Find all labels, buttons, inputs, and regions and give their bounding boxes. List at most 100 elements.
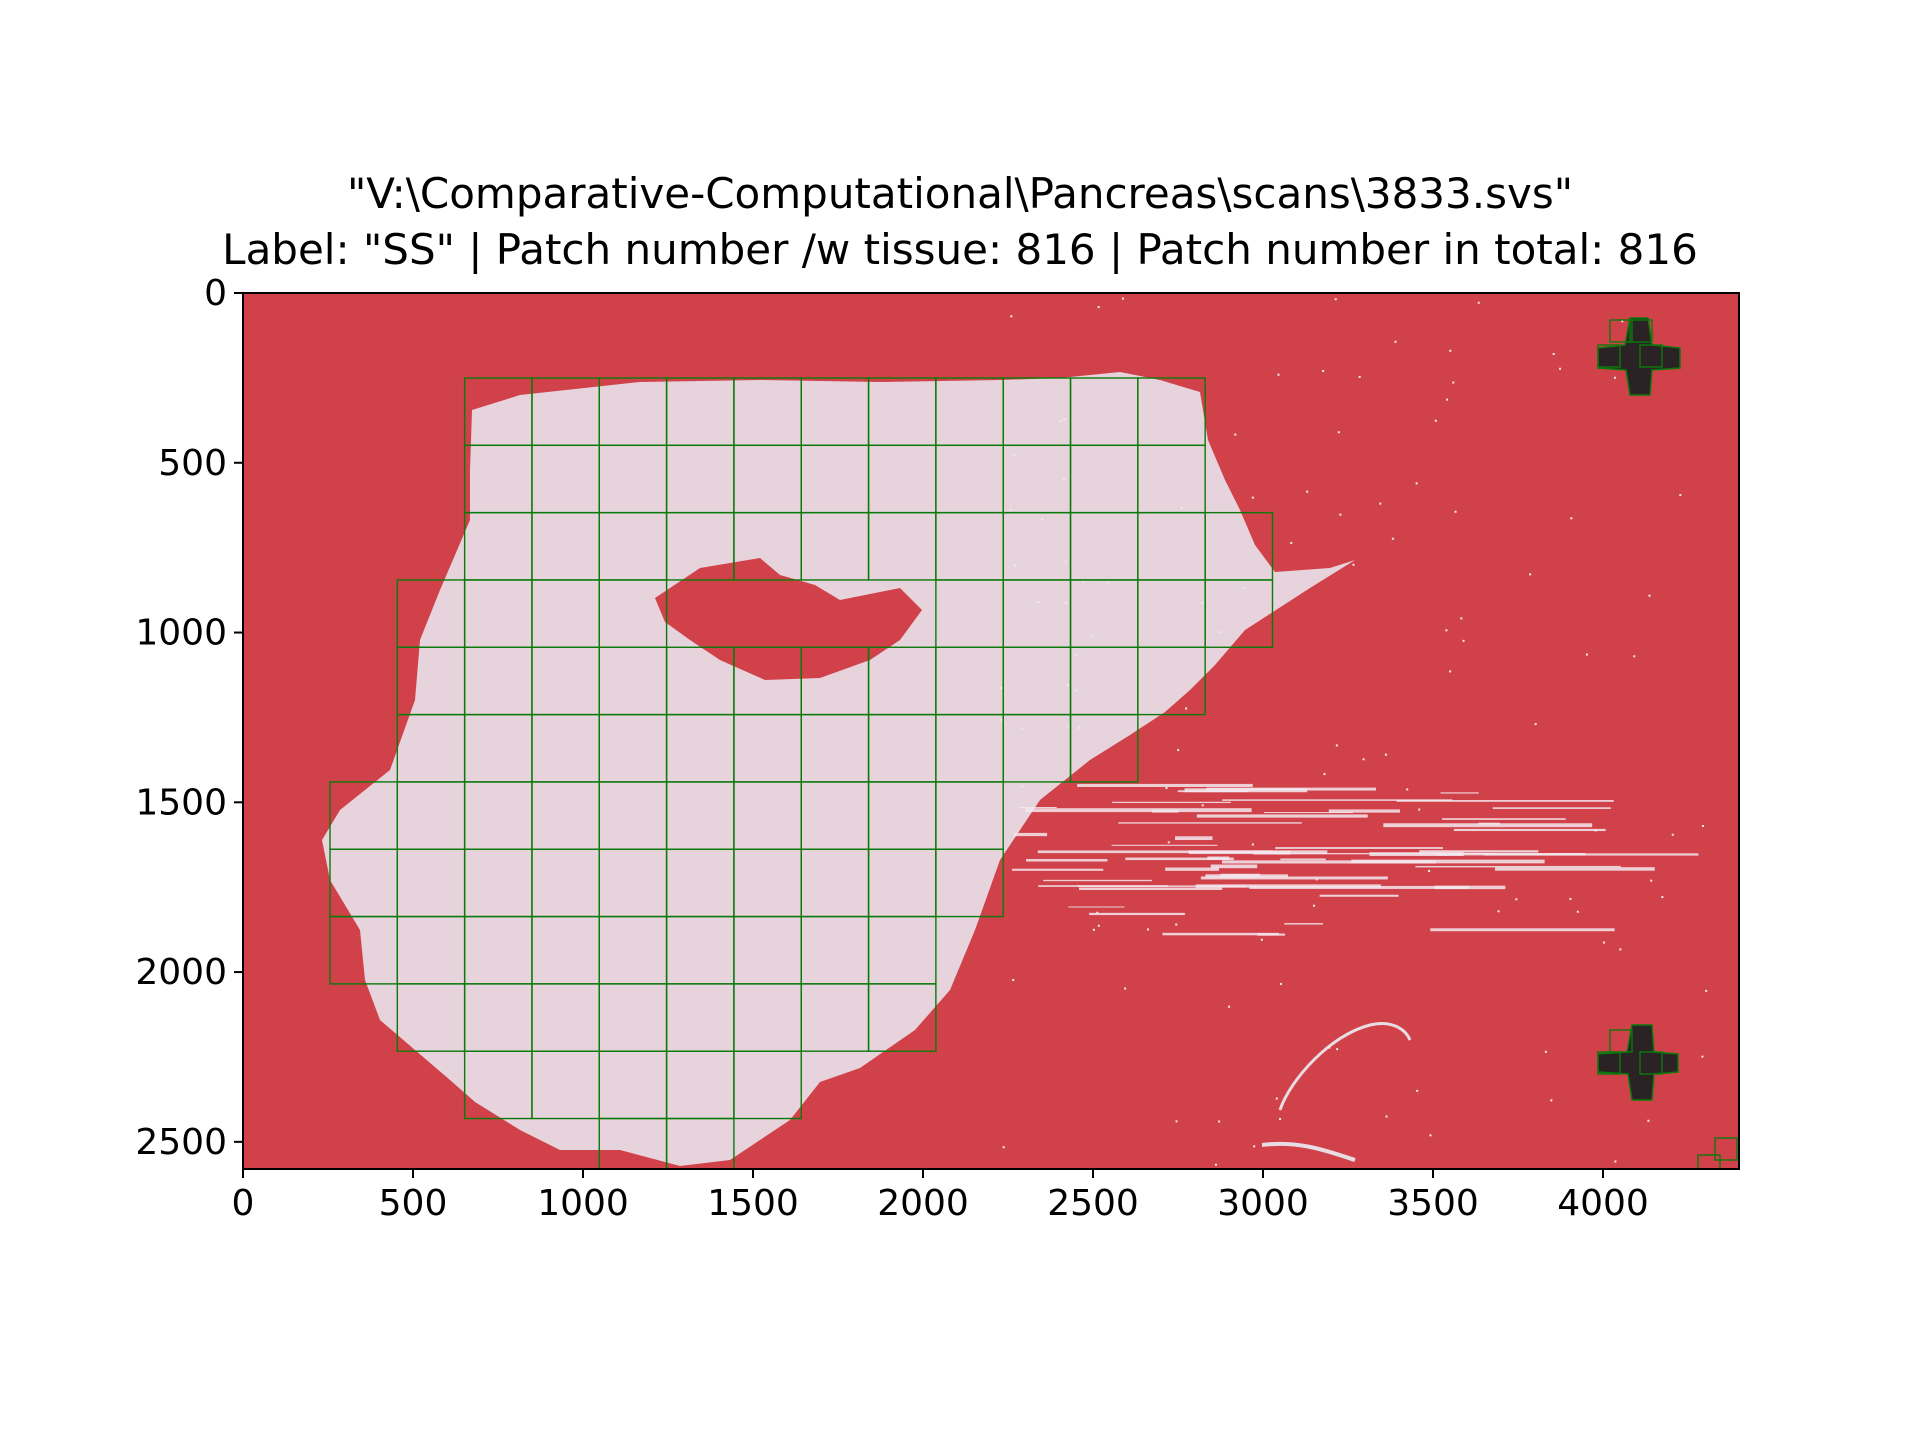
- speck: [1177, 749, 1180, 752]
- speck: [1477, 301, 1480, 304]
- speck: [1013, 453, 1016, 456]
- patch-cell: [1597, 344, 1621, 368]
- speck: [1000, 686, 1003, 689]
- speck: [1576, 910, 1579, 913]
- speck: [1650, 879, 1653, 882]
- speck: [1279, 1118, 1282, 1121]
- speck: [1391, 537, 1394, 540]
- speck: [1037, 601, 1040, 604]
- speck: [1406, 788, 1409, 791]
- slide-streaks: [1000, 297, 1708, 1166]
- speck: [1065, 601, 1068, 604]
- speck: [1702, 824, 1705, 827]
- streak: [1275, 847, 1443, 849]
- y-tick-label: 2500: [135, 1122, 227, 1163]
- speck: [1585, 653, 1588, 656]
- patch-cell: [1609, 319, 1633, 343]
- speck: [1497, 910, 1500, 913]
- streak: [1478, 822, 1500, 825]
- streak: [1483, 853, 1699, 856]
- speck: [1613, 376, 1616, 379]
- streak: [1078, 887, 1223, 890]
- fiber-strand-bottom: [1261, 1141, 1356, 1162]
- streak: [1077, 885, 1246, 887]
- x-tick-label: 1000: [537, 1183, 629, 1224]
- x-tick-label: 3500: [1387, 1183, 1479, 1224]
- streak: [1257, 933, 1285, 936]
- speck: [1603, 941, 1606, 944]
- speck: [1362, 758, 1365, 761]
- speck: [1445, 629, 1448, 632]
- fiber-strand: [1278, 1022, 1412, 1111]
- streak: [1383, 823, 1593, 828]
- speck: [1339, 513, 1342, 516]
- streak: [1111, 844, 1218, 846]
- speck: [1185, 707, 1188, 710]
- speck: [1090, 634, 1093, 637]
- speck: [1097, 924, 1100, 927]
- speck: [1064, 560, 1067, 563]
- speck: [1559, 367, 1562, 370]
- speck: [1701, 1055, 1704, 1058]
- speck: [1385, 1115, 1388, 1118]
- speck: [1454, 510, 1457, 513]
- speck: [1462, 639, 1465, 642]
- streak: [1200, 876, 1388, 880]
- y-tick-label: 0: [204, 273, 227, 314]
- patch-cell: [935, 848, 1004, 918]
- speck: [1306, 490, 1309, 493]
- speck: [1415, 482, 1418, 485]
- speck: [1002, 1146, 1005, 1149]
- speck: [1214, 1163, 1217, 1166]
- speck: [1452, 381, 1455, 384]
- patch-cell: [1609, 1029, 1633, 1053]
- speck: [1041, 518, 1044, 521]
- speck: [1277, 373, 1280, 376]
- speck: [1534, 723, 1537, 726]
- speck: [1290, 541, 1293, 544]
- speck: [1066, 684, 1069, 687]
- streak: [1220, 873, 1261, 878]
- speck: [1009, 508, 1012, 511]
- streak: [1284, 923, 1323, 925]
- speck: [1384, 753, 1387, 756]
- tissue-region: [322, 372, 1355, 1166]
- speck: [1059, 420, 1062, 423]
- speck: [1313, 904, 1316, 907]
- streak: [1440, 792, 1479, 794]
- speck: [1446, 398, 1449, 401]
- streak: [1043, 879, 1152, 882]
- speck: [1671, 833, 1674, 836]
- speck: [1107, 581, 1110, 584]
- speck: [1544, 1050, 1547, 1053]
- speck: [1021, 785, 1024, 788]
- streak: [1319, 894, 1399, 897]
- speck: [1067, 725, 1070, 728]
- speck: [1633, 655, 1636, 658]
- speck: [1460, 617, 1463, 620]
- speck: [1175, 923, 1178, 926]
- streak: [1026, 859, 1108, 862]
- x-tick-label: 2500: [1047, 1183, 1139, 1224]
- streak: [1013, 832, 1048, 837]
- streak: [1111, 801, 1232, 804]
- speck: [1550, 1099, 1553, 1102]
- x-tick-label: 3000: [1217, 1183, 1309, 1224]
- streak: [1494, 867, 1655, 871]
- streak: [1175, 836, 1213, 841]
- streak: [1012, 868, 1104, 871]
- streak: [1037, 850, 1272, 854]
- streak: [1125, 857, 1234, 861]
- speck: [1515, 898, 1518, 901]
- speck: [1201, 804, 1204, 807]
- speck: [1552, 353, 1555, 356]
- speck: [1124, 987, 1127, 990]
- patch-cell: [1137, 646, 1206, 716]
- streak: [1152, 809, 1179, 813]
- speck: [1570, 517, 1573, 520]
- speck: [1279, 982, 1282, 985]
- speck: [1323, 773, 1326, 776]
- speck: [1315, 878, 1318, 881]
- speck: [1328, 1046, 1331, 1049]
- y-tick-label: 500: [158, 443, 227, 484]
